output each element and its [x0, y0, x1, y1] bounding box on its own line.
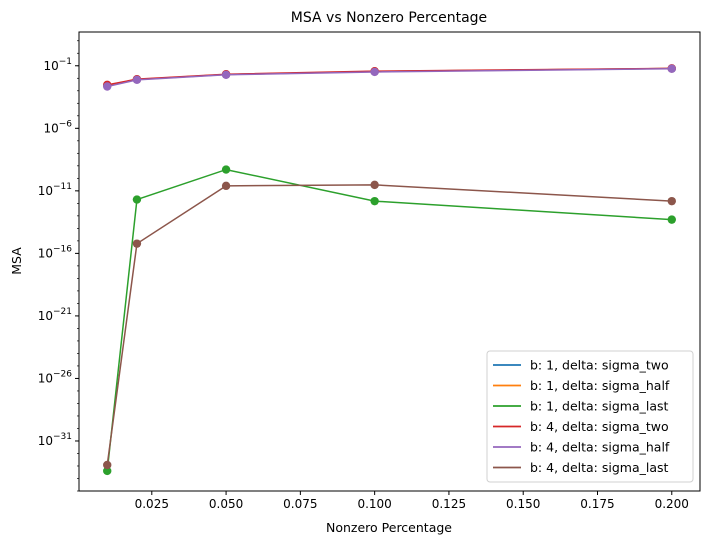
data-point [667, 215, 676, 224]
x-tick-label: 0.125 [432, 497, 466, 511]
legend: b: 1, delta: sigma_two b: 1, delta: sigma… [486, 350, 694, 483]
x-tick-label: 0.025 [135, 497, 169, 511]
legend-label: b: 4, delta: sigma_two [530, 419, 669, 434]
data-point [132, 195, 142, 204]
data-point [221, 181, 231, 191]
legend-label: b: 4, delta: sigma_half [530, 440, 670, 455]
data-point [667, 196, 676, 206]
y-tick-label: 10−11 [38, 182, 72, 198]
data-point [370, 196, 379, 206]
data-point [667, 64, 676, 73]
x-tick-label: 0.100 [357, 497, 391, 511]
data-point [370, 180, 379, 190]
x-tick-label: 0.150 [506, 497, 540, 511]
legend-label: b: 4, delta: sigma_last [530, 460, 669, 475]
y-axis-label: MSA [9, 247, 24, 275]
legend-box [486, 350, 694, 483]
plot-area: 0.025 0.050 0.075 0.100 0.125 0.150 0.175 0.200… [38, 31, 701, 511]
x-axis-label: Nonzero Percentage [326, 520, 452, 535]
chart-title: MSA vs Nonzero Percentage [291, 10, 487, 26]
data-point [132, 75, 142, 85]
data-point [221, 70, 231, 79]
legend-label: b: 1, delta: sigma_two [530, 358, 669, 373]
data-point [103, 82, 112, 91]
y-tick-label: 10−16 [38, 244, 73, 260]
x-tick-label: 0.200 [655, 497, 689, 511]
data-point [370, 67, 379, 77]
data-point [221, 165, 231, 174]
legend-label: b: 1, delta: sigma_last [530, 399, 669, 414]
legend-label: b: 1, delta: sigma_half [530, 378, 670, 393]
data-point [103, 460, 112, 470]
axes-frame [78, 31, 701, 492]
data-point [103, 466, 112, 476]
y-tick-label: 10−6 [43, 119, 72, 135]
y-tick-label: 10−21 [38, 307, 72, 323]
y-tick-label: 10−26 [38, 369, 73, 385]
y-tick-label: 10−1 [43, 57, 72, 73]
x-tick-label: 0.175 [580, 497, 614, 511]
x-tick-label: 0.050 [209, 497, 243, 511]
data-point [132, 239, 142, 248]
x-tick-label: 0.075 [283, 497, 317, 511]
y-tick-label: 10−31 [38, 432, 72, 448]
